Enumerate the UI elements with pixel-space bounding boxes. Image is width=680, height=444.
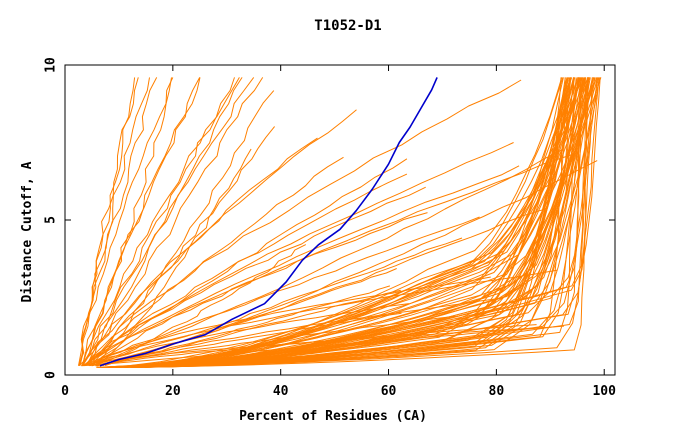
model-line-31 [87,173,408,367]
model-line-10 [82,77,235,366]
axis-ticks: 0 20 40 60 80 100 0 5 10 [44,57,617,399]
y-axis-label: Distance Cutoff, A [20,161,35,302]
x-axis-label: Percent of Residues (CA) [239,409,427,424]
model-line-43 [89,269,558,367]
model-line-7 [78,77,136,366]
model-line-96 [130,77,595,368]
model-line-54 [109,77,572,368]
model-line-79 [125,77,575,368]
model-line-8 [82,77,201,366]
y-tick-label-1: 5 [44,216,59,224]
x-tick-label-0: 0 [61,384,69,399]
model-line-86 [139,77,590,368]
model-line-23 [84,237,463,367]
model-line-12 [81,77,201,366]
model-line-107 [96,77,580,368]
model-line-32 [84,149,562,367]
model-line-1 [82,77,255,366]
model-line-25 [89,79,522,367]
model-line-27 [95,212,428,366]
model-line-4 [81,77,172,366]
model-line-29 [89,160,598,367]
model-line-104 [144,77,569,368]
model-line-99 [136,77,598,368]
series-lines [78,77,602,368]
x-tick-label-3: 60 [381,384,397,399]
x-tick-label-4: 80 [489,384,505,399]
model-line-9 [82,77,240,366]
y-tick-label-2: 10 [44,57,59,73]
model-line-109 [135,77,586,368]
model-line-82 [145,77,589,368]
model-line-22 [84,156,344,366]
model-line-0 [78,77,174,366]
model-line-24 [83,142,514,367]
model-line-114 [144,77,568,368]
highlight-line-0 [99,77,438,367]
model-line-37 [100,312,402,367]
model-line-20 [83,90,275,367]
model-line-108 [109,77,589,368]
chart-title: T1052-D1 [314,18,381,34]
model-line-13 [96,126,275,366]
model-line-16 [88,137,318,366]
model-line-5 [78,77,264,367]
x-tick-label-5: 100 [592,384,616,399]
model-line-113 [141,77,581,368]
model-line-94 [132,77,598,368]
model-line-26 [86,109,357,366]
x-tick-label-1: 20 [165,384,181,399]
model-line-111 [97,77,601,368]
highlight-series [99,77,438,367]
x-tick-label-2: 40 [273,384,289,399]
model-line-19 [91,165,520,367]
model-line-100 [131,77,593,368]
model-line-18 [82,186,426,367]
y-tick-label-0: 0 [44,371,59,379]
model-line-11 [80,77,243,366]
